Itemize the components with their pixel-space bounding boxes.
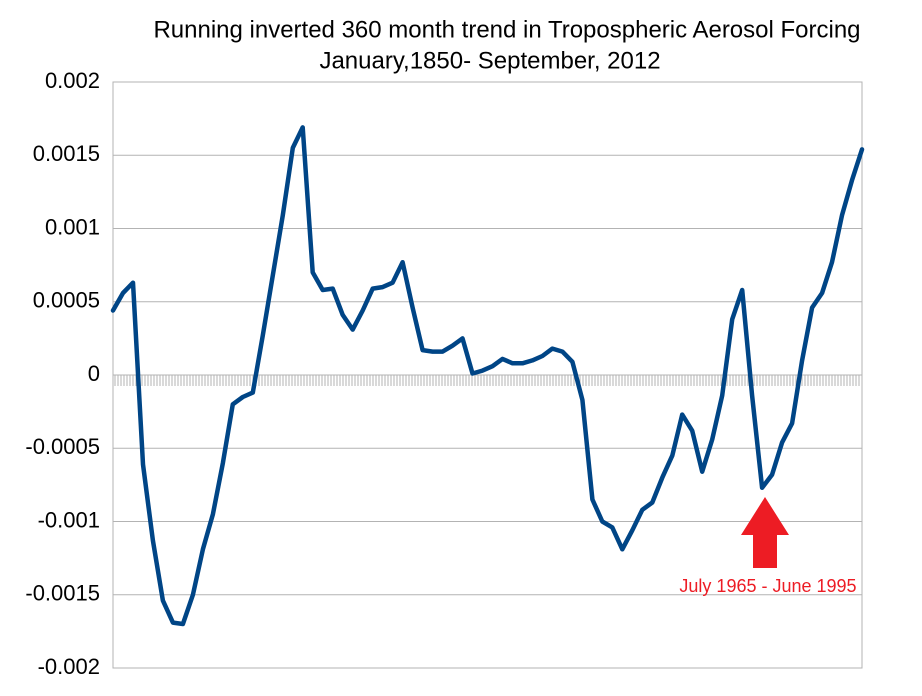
annotation: July 1965 - June 1995	[679, 576, 856, 596]
y-tick-label: 0.0015	[33, 141, 100, 166]
y-tick-label: -0.002	[38, 654, 100, 679]
line	[110, 125, 865, 627]
y-tick-label: 0	[88, 361, 100, 386]
y-tick-label: -0.001	[38, 507, 100, 532]
chart-title: Running inverted 360 month trend in Trop…	[153, 16, 860, 43]
annotation-arrow	[741, 497, 789, 568]
y-tick-label: -0.0005	[25, 434, 100, 459]
chart-subtitle: January,1850- September, 2012	[319, 47, 660, 74]
y-tick-label: -0.0015	[25, 581, 100, 606]
x-minor-ticks	[113, 375, 862, 386]
y-tick-label: 0.002	[45, 68, 100, 93]
y-tick-label: 0.0005	[33, 288, 100, 313]
series	[110, 125, 865, 627]
y-tick-label: 0.001	[45, 214, 100, 239]
